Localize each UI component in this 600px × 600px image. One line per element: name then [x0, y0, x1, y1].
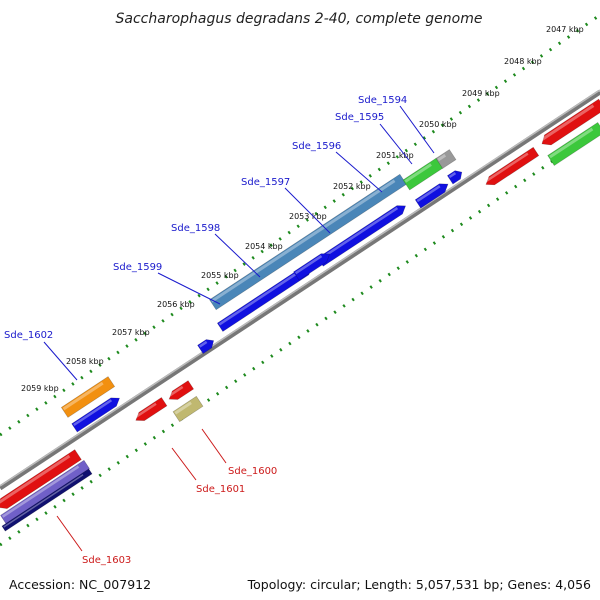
- gene-label[interactable]: Sde_1599: [113, 262, 162, 273]
- gene-feature-green[interactable]: [547, 122, 600, 166]
- gene-label[interactable]: Sde_1597: [241, 177, 290, 188]
- cds-feature[interactable]: [0, 449, 82, 513]
- inner-tick-ring: [0, 126, 600, 547]
- gene-label-layer: Sde_1594 Sde_1595 Sde_1596 Sde_1597 Sde_1598…: [4, 95, 435, 566]
- tick-label: 2047 kbp: [546, 25, 584, 34]
- tick-layer: 2047 kbp 2048 kbp 2049 kbp 2050 kbp 2051 kbp…: [21, 25, 584, 393]
- gene-feature-navy[interactable]: [1, 468, 93, 532]
- cds-feature[interactable]: [71, 394, 123, 433]
- gene-label-leader-line: [43, 341, 78, 381]
- gene-feature-khaki[interactable]: [172, 395, 204, 423]
- map-title: Saccharophagus degradans 2-40, complete …: [116, 11, 483, 27]
- cds-feature[interactable]: [414, 180, 451, 209]
- gene-label[interactable]: Sde_1600: [228, 466, 277, 477]
- genome-summary: Topology: circular; Length: 5,057,531 bp…: [247, 577, 591, 592]
- gene-label-leader-line: [201, 428, 227, 464]
- gene-label[interactable]: Sde_1594: [358, 95, 407, 106]
- genome-backbone-highlight: [0, 89, 600, 487]
- gene-label-leader-line: [214, 233, 261, 278]
- gene-label-leader-line: [56, 515, 83, 552]
- gene-feature-purple[interactable]: [0, 459, 90, 525]
- accession-text: Accession: NC_007912: [9, 577, 152, 592]
- tick-label: 2052 kbp: [333, 182, 371, 191]
- tick-label: 2054 kbp: [245, 242, 283, 251]
- cds-feature[interactable]: [293, 250, 333, 281]
- gene-label-leader-line: [157, 272, 221, 305]
- gene-label-leader-line: [379, 123, 413, 165]
- gene-label-leader-line: [399, 105, 435, 154]
- cds-feature[interactable]: [197, 336, 217, 354]
- cds-feature[interactable]: [539, 98, 600, 149]
- outer-tick-ring: [0, 13, 600, 437]
- gene-label-leader-line: [284, 187, 331, 234]
- tick-label: 2050 kbp: [419, 120, 457, 129]
- cds-feature[interactable]: [446, 168, 464, 185]
- tick-label: 2056 kbp: [157, 300, 195, 309]
- gene-label-leader-line: [335, 151, 383, 193]
- tick-label: 2048 kbp: [504, 57, 542, 66]
- gene-label[interactable]: Sde_1603: [82, 555, 131, 566]
- gene-feature-orange[interactable]: [60, 376, 116, 418]
- tick-label: 2055 kbp: [201, 271, 239, 280]
- tick-label: 2053 kbp: [289, 212, 327, 221]
- tick-label: 2058 kbp: [66, 357, 104, 366]
- cds-feature[interactable]: [483, 146, 540, 188]
- gene-label[interactable]: Sde_1598: [171, 223, 220, 234]
- gene-label[interactable]: Sde_1601: [196, 484, 245, 495]
- gene-label[interactable]: Sde_1595: [335, 112, 384, 123]
- tick-label: 2059 kbp: [21, 384, 59, 393]
- feature-layer: [0, 98, 600, 532]
- genome-backbone: [0, 89, 600, 491]
- gene-label-leader-line: [171, 447, 197, 481]
- gene-label[interactable]: Sde_1602: [4, 330, 53, 341]
- tick-label: 2057 kbp: [112, 328, 150, 337]
- gene-label[interactable]: Sde_1596: [292, 141, 341, 152]
- cds-feature[interactable]: [133, 397, 168, 424]
- tick-label: 2051 kbp: [376, 151, 414, 160]
- tick-label: 2049 kbp: [462, 89, 500, 98]
- cds-feature[interactable]: [166, 380, 195, 404]
- rna-feature[interactable]: [435, 149, 457, 169]
